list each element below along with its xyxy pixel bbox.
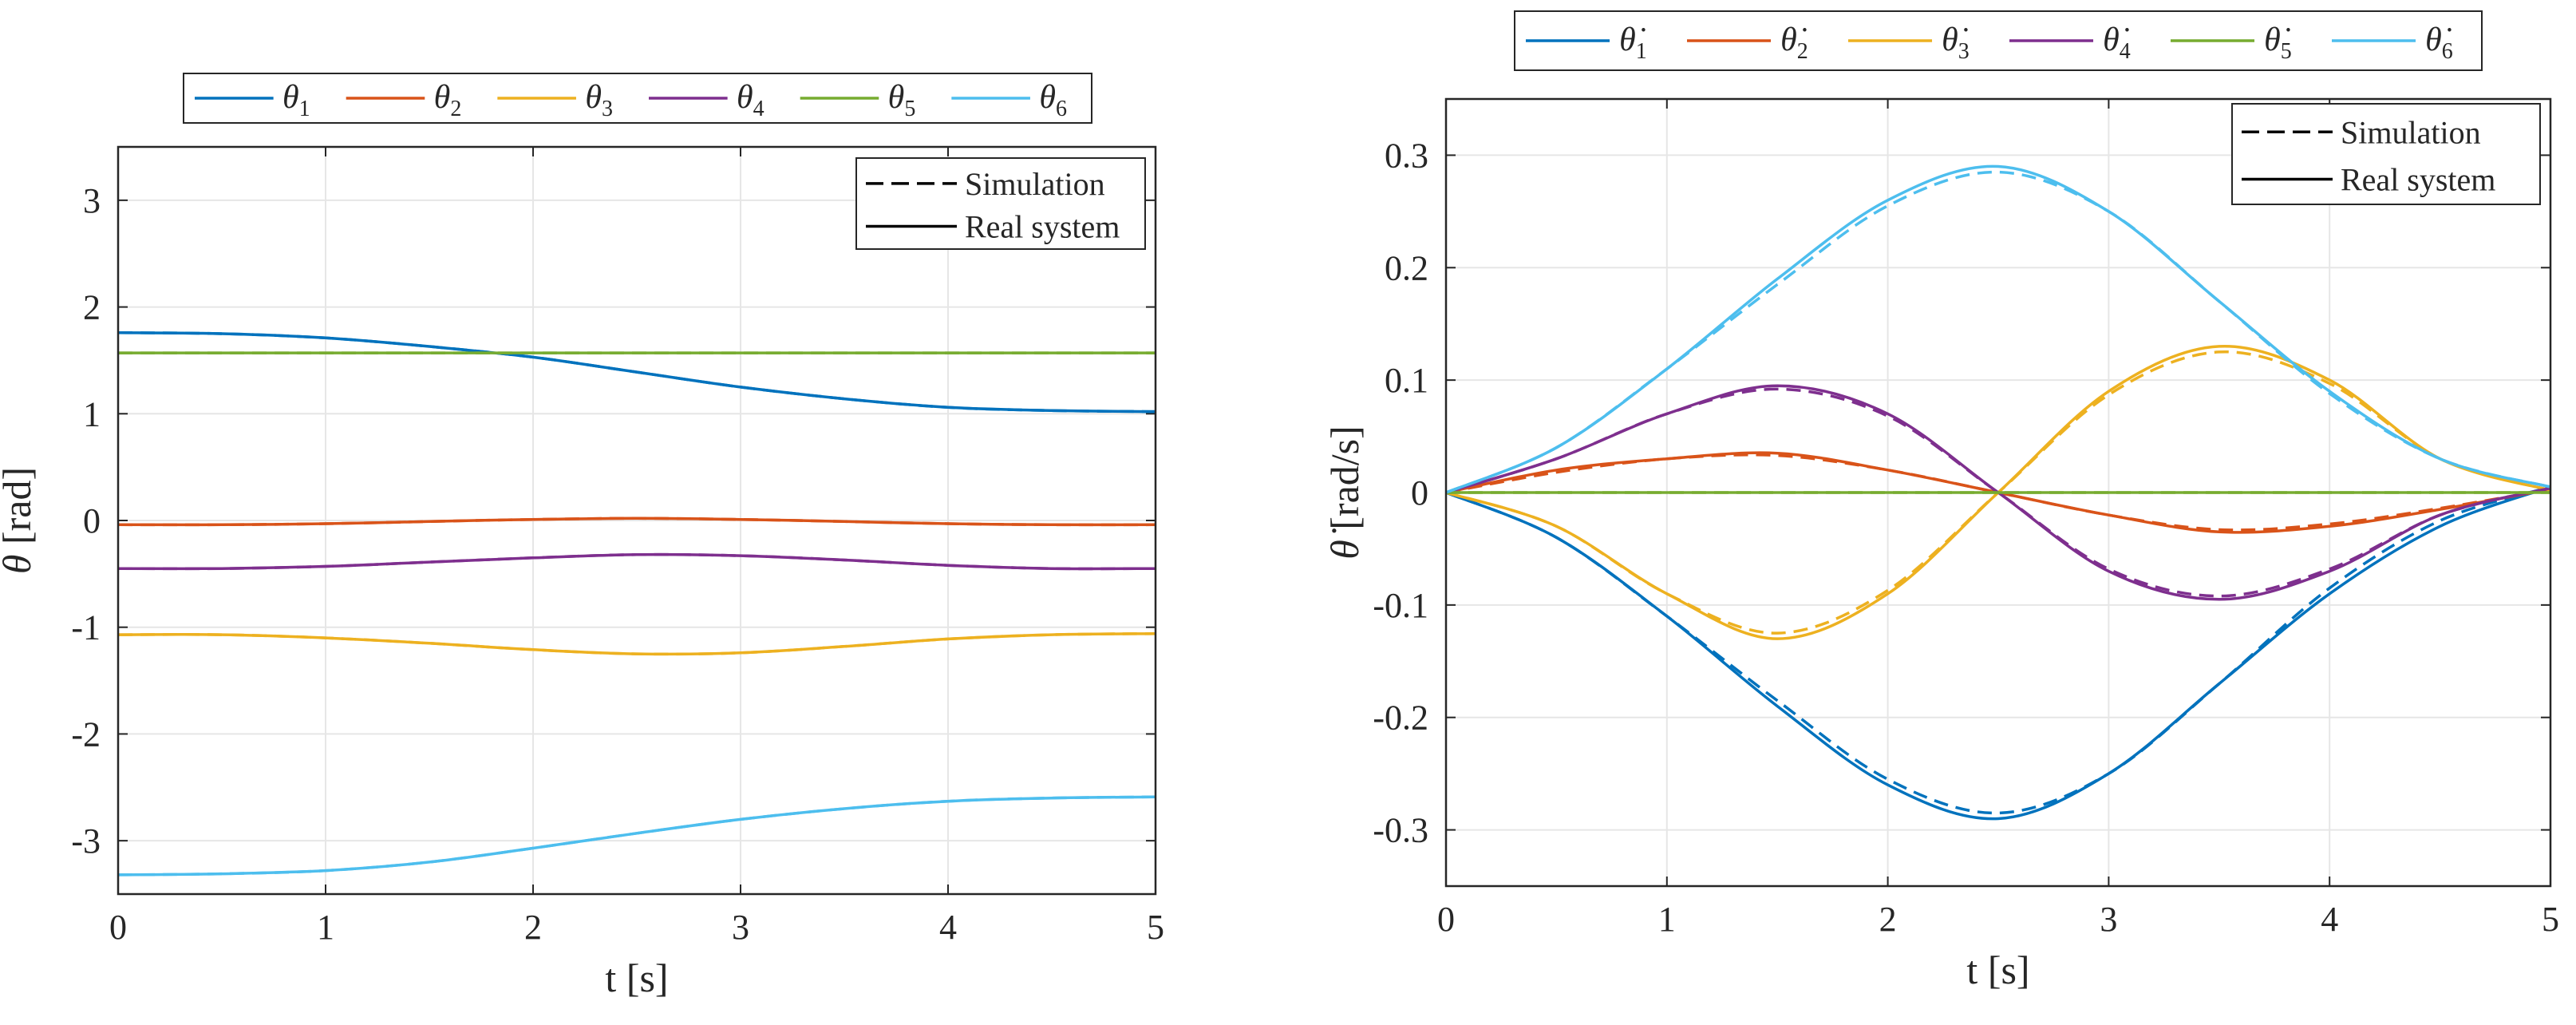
- y-tick-label: 3: [83, 181, 101, 220]
- legend-subscript: 3: [602, 97, 613, 121]
- y-tick-label: 2: [83, 288, 101, 327]
- y-axis-label: θ [rad]: [0, 467, 39, 574]
- y-axis-symbol: θ̇: [1322, 528, 1367, 560]
- x-tick-label: 5: [1147, 908, 1164, 947]
- series-legend-box: [1514, 10, 2483, 71]
- real-system-label: Real system: [965, 209, 1120, 245]
- y-tick-label: 0: [83, 501, 101, 540]
- legend-subscript: 3: [1958, 39, 1970, 64]
- legend-label-1: θ̇1: [1619, 22, 1647, 64]
- legend-label-3: θ̇3: [1942, 22, 1970, 64]
- y-axis-label: θ̇ [rad/s]: [1322, 425, 1367, 560]
- style-legend-box: [855, 157, 1146, 250]
- legend-subscript: 2: [1797, 39, 1808, 64]
- simulation-label: Simulation: [2341, 114, 2481, 150]
- series-6-real-line: [117, 795, 1156, 877]
- y-axis-symbol: θ: [0, 544, 39, 574]
- chart-2: 0 1 2 3 4 5 0.3 0.2 0.1 0 -0.1 -0.2 -0.3 t [s] θ̇ [rad…: [1322, 10, 2559, 992]
- y-tick-label: -1: [71, 608, 101, 647]
- x-tick-label: 1: [1658, 900, 1676, 939]
- y-tick-label: 0.1: [1385, 361, 1428, 400]
- x-tick-label: 2: [524, 908, 542, 947]
- x-tick-label: 0: [109, 908, 127, 947]
- series-6-simulation-line: [117, 795, 1156, 877]
- series-legend-box: [183, 73, 1092, 124]
- x-axis-label: t [s]: [605, 956, 668, 1000]
- simulation-label: Simulation: [965, 166, 1105, 202]
- legend-subscript: 5: [904, 97, 915, 121]
- x-tick-label: 2: [1879, 900, 1897, 939]
- legend-subscript: 5: [2281, 39, 2292, 64]
- series-6-simulation-line: [1445, 170, 2551, 494]
- series-3-real-line: [117, 631, 1156, 656]
- x-tick-label: 5: [2542, 900, 2559, 939]
- x-tick-label: 4: [939, 908, 957, 947]
- plot-frame: [1444, 97, 2552, 888]
- x-tick-label: 3: [732, 908, 749, 947]
- series-6-real-line: [1445, 164, 2551, 494]
- real-system-label: Real system: [2341, 162, 2495, 198]
- x-tick-label: 4: [2321, 900, 2338, 939]
- series-1-real-line: [117, 330, 1156, 414]
- y-tick-label: -0.3: [1373, 811, 1428, 850]
- x-tick-label: 1: [317, 908, 334, 947]
- x-tick-label: 0: [1437, 900, 1455, 939]
- y-tick-label: 1: [83, 394, 101, 433]
- legend-subscript: 6: [1056, 97, 1067, 121]
- legend-subscript: 6: [2442, 39, 2453, 64]
- legend-subscript: 4: [753, 97, 765, 121]
- x-axis-label: t [s]: [1966, 948, 2029, 992]
- legend-subscript: 1: [1636, 39, 1647, 64]
- y-tick-label: 0.2: [1385, 248, 1428, 287]
- y-tick-label: -2: [71, 714, 101, 754]
- legend-subscript: 2: [450, 97, 461, 121]
- y-tick-label: -0.1: [1373, 586, 1428, 625]
- style-legend-box: [2231, 103, 2541, 205]
- y-tick-label: 0: [1411, 473, 1428, 512]
- y-axis-unit: [rad]: [0, 467, 39, 544]
- y-tick-label: -3: [71, 821, 101, 861]
- legend-subscript: 4: [2120, 39, 2131, 64]
- series-4-real-line: [117, 552, 1156, 571]
- plot-frame: [117, 145, 1157, 896]
- legend-label-2: θ̇2: [1780, 22, 1808, 64]
- y-tick-label: 0.3: [1385, 136, 1428, 175]
- series-2-real-line: [117, 516, 1156, 527]
- y-axis-unit: [rad/s]: [1322, 425, 1367, 530]
- series-1-simulation-line: [1445, 485, 2551, 815]
- y-tick-label: -0.2: [1373, 699, 1428, 738]
- legend-subscript: 1: [299, 97, 310, 121]
- series-1-real-line: [1445, 485, 2551, 821]
- x-tick-label: 3: [2100, 900, 2117, 939]
